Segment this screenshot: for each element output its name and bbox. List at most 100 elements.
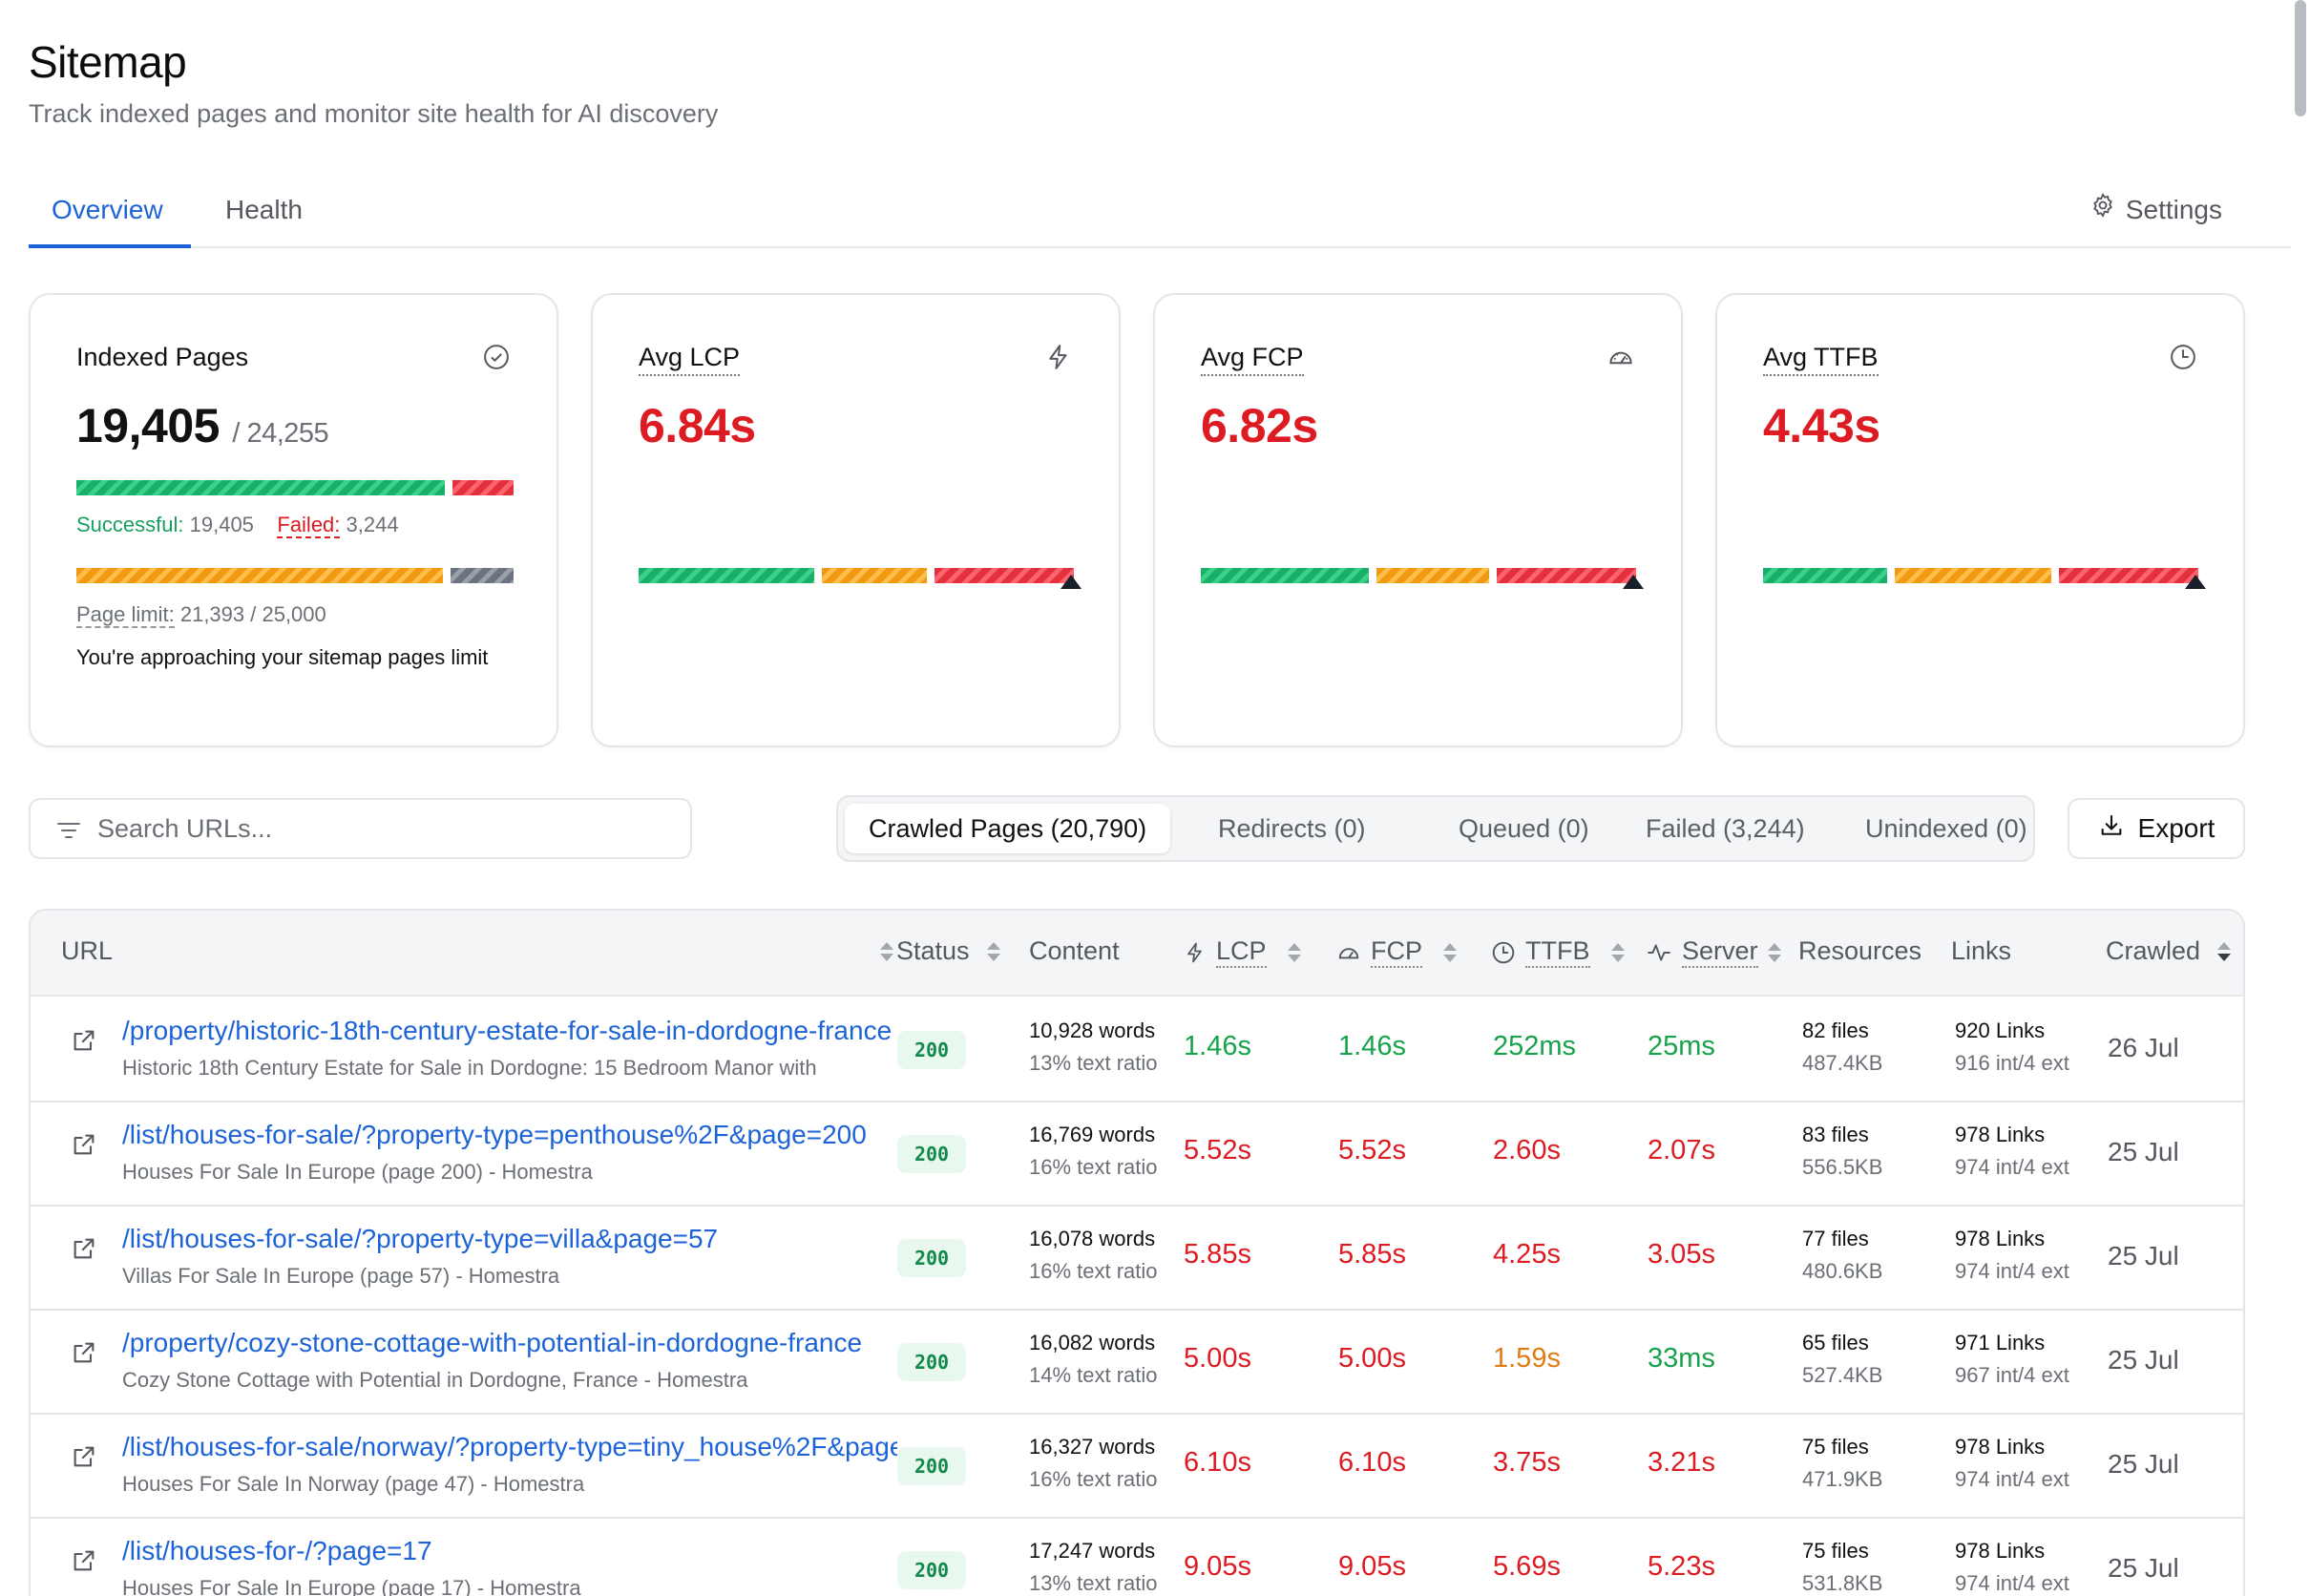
external-link-icon[interactable]: [71, 1027, 97, 1059]
status-badge: 200: [897, 1031, 966, 1069]
table-header: URL Status Content LCP FCP TTFB: [31, 911, 2243, 997]
crawled-date: 25 Jul: [2108, 1553, 2179, 1583]
column-header-crawled[interactable]: Crawled: [2106, 936, 2232, 966]
filter-redirects[interactable]: Redirects (0): [1218, 814, 1366, 843]
resource-size: 556.5KB: [1802, 1155, 1883, 1179]
server-value: 2.07s: [1648, 1135, 1715, 1166]
lcp-value: 9.05s: [1184, 1551, 1251, 1582]
external-link-icon[interactable]: [71, 1235, 97, 1267]
table-row[interactable]: /list/houses-for-sale/?property-type=pen…: [31, 1102, 2243, 1207]
crawled-date: 25 Jul: [2108, 1137, 2179, 1166]
settings-button[interactable]: Settings: [2090, 191, 2222, 229]
good-range-bar: [639, 568, 814, 583]
column-header-lcp[interactable]: LCP: [1184, 936, 1301, 968]
page-url-link[interactable]: /property/historic-18th-century-estate-f…: [122, 1016, 892, 1045]
failed-bar: [452, 480, 514, 495]
table-row[interactable]: /list/houses-for-/?page=17 Houses For Sa…: [31, 1519, 2243, 1596]
ttfb-value: 3.75s: [1493, 1447, 1561, 1478]
active-tab-indicator: [29, 244, 191, 248]
word-count: 16,078 words: [1029, 1227, 1156, 1250]
links-detail: 974 int/4 ext: [1955, 1571, 2069, 1595]
table-row[interactable]: /list/houses-for-sale/?property-type=vil…: [31, 1207, 2243, 1311]
clock-icon: [2169, 343, 2197, 371]
resource-files: 77 files: [1802, 1227, 1869, 1250]
external-link-icon[interactable]: [71, 1339, 97, 1371]
column-header-server[interactable]: Server: [1646, 936, 1781, 968]
good-range-bar: [1763, 568, 1887, 583]
word-count: 17,247 words: [1029, 1539, 1156, 1563]
sort-icon: [1443, 941, 1457, 964]
resource-size: 531.8KB: [1802, 1571, 1883, 1595]
column-header-url[interactable]: URL: [61, 936, 893, 966]
indexed-pages-total: / 24,255: [232, 418, 329, 449]
lightning-icon: [1044, 343, 1073, 371]
links-count: 920 Links: [1955, 1018, 2046, 1042]
page-limit-value: 21,393 / 25,000: [179, 602, 326, 626]
fcp-value: 9.05s: [1338, 1551, 1406, 1582]
search-box: [29, 798, 692, 859]
text-ratio: 13% text ratio: [1029, 1051, 1158, 1075]
page-url-link[interactable]: /list/houses-for-/?page=17: [122, 1536, 432, 1565]
search-input[interactable]: [97, 808, 670, 850]
filter-crawled-pages[interactable]: Crawled Pages (20,790): [845, 804, 1171, 853]
page-url-link[interactable]: /list/houses-for-sale/?property-type=vil…: [122, 1224, 719, 1253]
column-header-fcp[interactable]: FCP: [1336, 936, 1457, 968]
tab-bar: Overview Health Settings: [29, 181, 2291, 248]
filter-unindexed[interactable]: Unindexed (0): [1865, 814, 2027, 843]
needs-improvement-range-bar: [1895, 568, 2051, 583]
page-url-link[interactable]: /property/cozy-stone-cottage-with-potent…: [122, 1328, 863, 1357]
table-row[interactable]: /list/houses-for-sale/norway/?property-t…: [31, 1415, 2243, 1519]
lcp-value: 6.10s: [1184, 1447, 1251, 1478]
ttfb-value: 5.69s: [1493, 1551, 1561, 1582]
tab-health[interactable]: Health: [225, 195, 303, 224]
external-link-icon[interactable]: [71, 1131, 97, 1163]
fcp-value: 5.00s: [1338, 1343, 1406, 1374]
lcp-value: 1.46s: [1184, 1031, 1251, 1061]
table-row[interactable]: /property/cozy-stone-cottage-with-potent…: [31, 1311, 2243, 1415]
export-button[interactable]: Export: [2068, 798, 2245, 859]
sort-icon: [880, 940, 893, 963]
filter-failed[interactable]: Failed (3,244): [1646, 814, 1805, 843]
page-url-link[interactable]: /list/houses-for-sale/norway/?property-t…: [122, 1432, 897, 1461]
resource-size: 487.4KB: [1802, 1051, 1883, 1075]
clock-icon: [1491, 940, 1516, 965]
poor-range-bar: [1497, 568, 1636, 583]
poor-range-bar: [934, 568, 1074, 583]
page-title-text: Villas For Sale In Europe (page 57) - Ho…: [122, 1264, 560, 1288]
table-row[interactable]: /property/historic-18th-century-estate-f…: [31, 998, 2243, 1102]
avg-fcp-value: 6.82s: [1201, 399, 1318, 452]
gauge-icon: [1336, 940, 1361, 965]
page-scrollbar[interactable]: [2295, 0, 2306, 116]
external-link-icon[interactable]: [71, 1547, 97, 1579]
export-label: Export: [2137, 813, 2216, 843]
page-url-link[interactable]: /list/houses-for-sale/?property-type=pen…: [122, 1120, 867, 1149]
sort-icon: [1287, 941, 1301, 964]
value-marker: [2185, 575, 2206, 589]
text-ratio: 14% text ratio: [1029, 1363, 1158, 1387]
status-badge: 200: [897, 1447, 966, 1485]
column-header-status[interactable]: Status: [896, 936, 1000, 966]
links-detail: 974 int/4 ext: [1955, 1155, 2069, 1179]
fcp-value: 1.46s: [1338, 1031, 1406, 1061]
tab-overview[interactable]: Overview: [52, 195, 163, 224]
lcp-value: 5.00s: [1184, 1343, 1251, 1374]
links-detail: 916 int/4 ext: [1955, 1051, 2069, 1075]
links-detail: 967 int/4 ext: [1955, 1363, 2069, 1387]
external-link-icon[interactable]: [71, 1443, 97, 1475]
sort-desc-icon: [2217, 940, 2232, 963]
server-value: 3.21s: [1648, 1447, 1715, 1478]
lcp-value: 5.85s: [1184, 1239, 1251, 1270]
successful-value: 19,405: [189, 513, 254, 536]
column-header-ttfb[interactable]: TTFB: [1491, 936, 1625, 968]
ttfb-value: 252ms: [1493, 1031, 1577, 1061]
column-header-resources: Resources: [1798, 936, 1922, 965]
filter-queued[interactable]: Queued (0): [1459, 814, 1589, 843]
avg-ttfb-card: Avg TTFB 4.43s: [1715, 293, 2245, 747]
value-marker: [1060, 575, 1082, 589]
sort-icon: [986, 940, 1000, 963]
page-limit-remaining-bar: [451, 568, 514, 583]
lightning-icon: [1184, 940, 1207, 965]
links-count: 978 Links: [1955, 1539, 2046, 1563]
text-ratio: 16% text ratio: [1029, 1259, 1158, 1283]
